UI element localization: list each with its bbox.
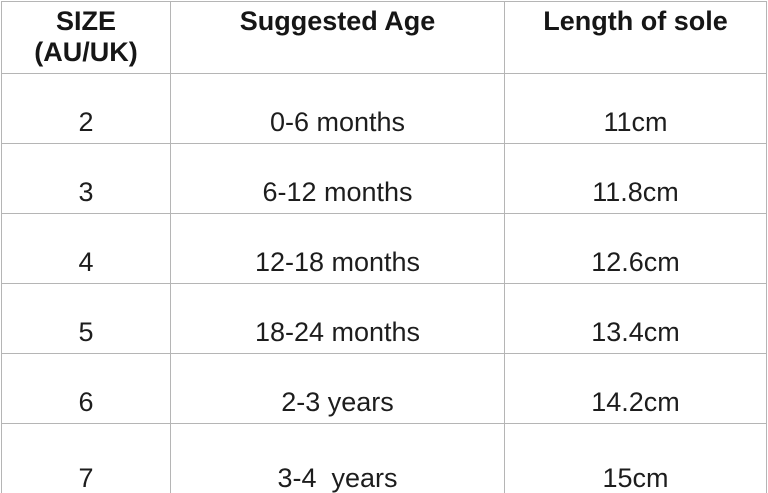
size-cell: 3: [1, 143, 171, 214]
table-row: 4 12-18 months 12.6cm: [1, 213, 767, 284]
size-cell: 6: [1, 353, 171, 424]
age-cell: 12-18 months: [170, 213, 505, 284]
table-row: 5 18-24 months 13.4cm: [1, 283, 767, 354]
age-cell: 0-6 months: [170, 73, 505, 144]
size-cell: 5: [1, 283, 171, 354]
sole-length-cell: 11.8cm: [504, 143, 767, 214]
sole-length-cell: 12.6cm: [504, 213, 767, 284]
sole-length-cell: 14.2cm: [504, 353, 767, 424]
header-row: SIZE (AU/UK) Suggested Age Length of sol…: [1, 1, 767, 74]
sole-length-cell: 13.4cm: [504, 283, 767, 354]
table-row: 3 6-12 months 11.8cm: [1, 143, 767, 214]
age-cell: 2-3 years: [170, 353, 505, 424]
size-cell: 4: [1, 213, 171, 284]
size-cell: 2: [1, 73, 171, 144]
header-cell-size: SIZE (AU/UK): [1, 1, 171, 74]
age-cell: 18-24 months: [170, 283, 505, 354]
header-cell-length-of-sole: Length of sole: [504, 1, 767, 74]
table-row: 7 3-4 years 15cm: [1, 423, 767, 493]
age-cell: 3-4 years: [170, 423, 505, 493]
sole-length-cell: 15cm: [504, 423, 767, 493]
sole-length-cell: 11cm: [504, 73, 767, 144]
header-cell-suggested-age: Suggested Age: [170, 1, 505, 74]
table-row: 2 0-6 months 11cm: [1, 73, 767, 144]
table-row: 6 2-3 years 14.2cm: [1, 353, 767, 424]
size-cell: 7: [1, 423, 171, 493]
age-cell: 6-12 months: [170, 143, 505, 214]
